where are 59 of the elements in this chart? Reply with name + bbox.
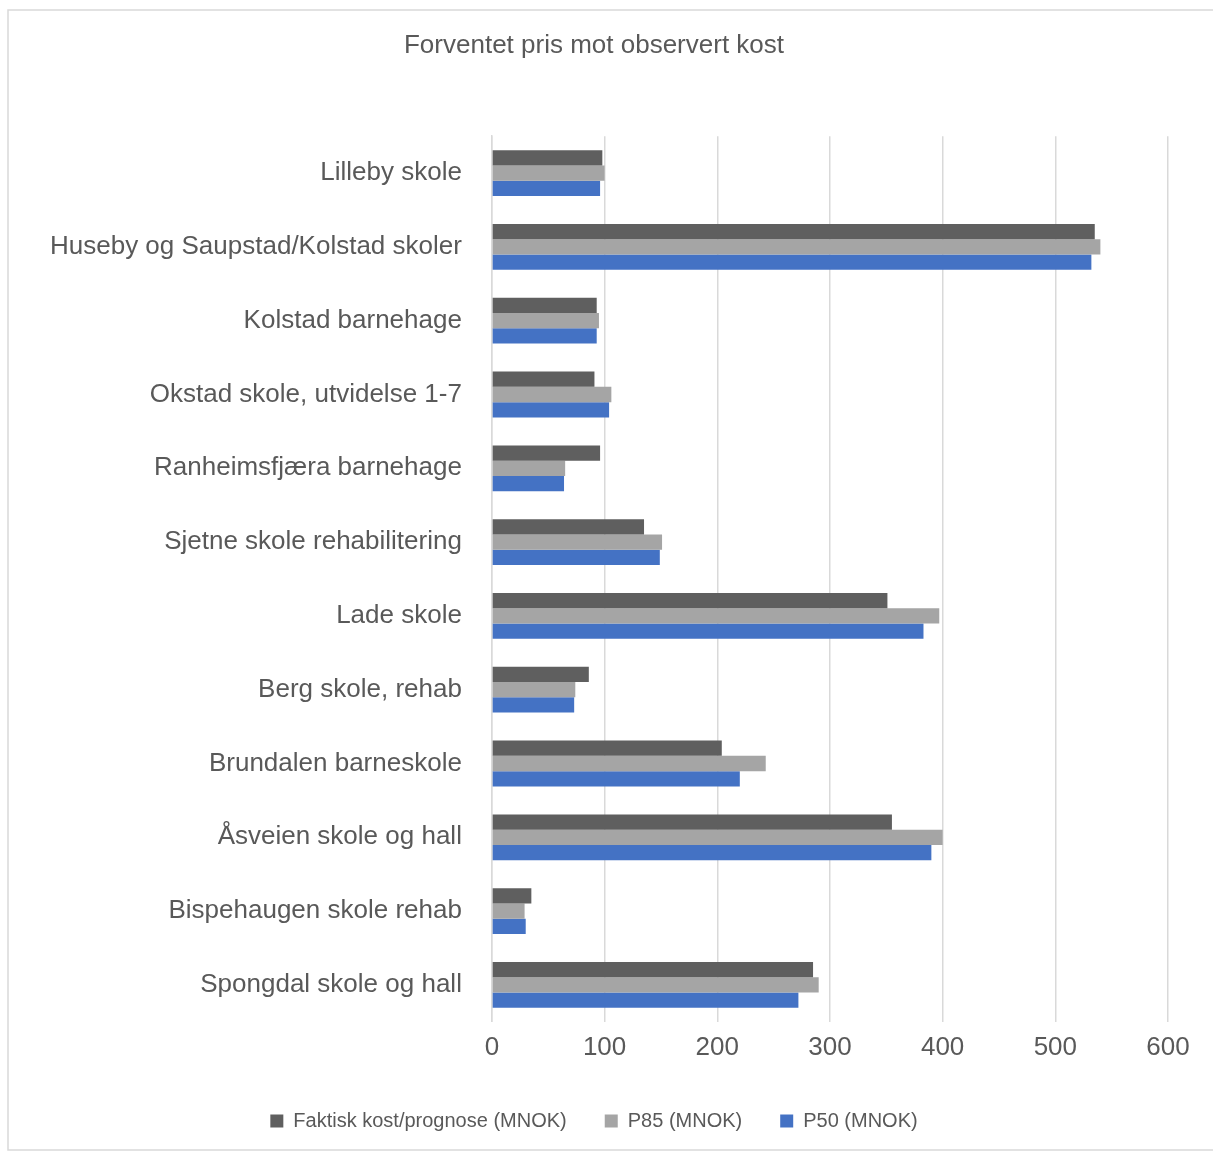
bar [492, 402, 610, 418]
bar [492, 519, 645, 535]
bar [492, 771, 740, 787]
bar [492, 445, 601, 461]
bar [492, 666, 589, 683]
bar [492, 755, 766, 772]
bar [492, 165, 605, 181]
bar [492, 328, 597, 344]
y-tick-label: Kolstad barnehage [243, 303, 462, 334]
bar [492, 150, 603, 166]
x-tick-label: 500 [1033, 1030, 1078, 1061]
legend-label: Faktisk kost/prognose (MNOK) [293, 1108, 567, 1131]
bar [492, 313, 599, 329]
y-tick-label: Åsveien skole og hall [217, 820, 462, 851]
y-tick-label: Spongdal skole og hall [200, 968, 462, 999]
bar [492, 962, 814, 978]
y-tick-label: Sjetne skole rehabilitering [164, 525, 462, 556]
bar [492, 534, 663, 550]
bar [492, 549, 660, 565]
x-tick-label: 200 [695, 1030, 739, 1061]
bar [492, 623, 924, 639]
legend-label: P50 (MNOK) [803, 1108, 918, 1131]
bar [492, 740, 722, 756]
x-tick-label: 300 [808, 1030, 852, 1061]
legend-label: P85 (MNOK) [627, 1108, 743, 1131]
bar [492, 386, 612, 403]
bar [492, 297, 597, 314]
y-tick-label: Bispehaugen skole rehab [168, 894, 462, 925]
y-tick-label: Berg skole, rehab [258, 672, 462, 703]
bar [492, 608, 940, 624]
x-tick-label: 600 [1146, 1030, 1190, 1061]
bar [492, 844, 932, 861]
bar [492, 371, 595, 387]
bar [492, 593, 888, 609]
bar [492, 460, 566, 476]
x-tick-label: 400 [920, 1030, 965, 1061]
bar [492, 697, 575, 713]
chart-title: Forventet pris mot observert kost [403, 28, 785, 59]
y-tick-label: Ranheimsfjæra barnehage [154, 451, 462, 482]
y-tick-label: Okstad skole, utvidelse 1-7 [149, 377, 462, 408]
y-tick-label: Lilleby skole [320, 156, 462, 187]
bar [492, 918, 526, 934]
bar [492, 888, 532, 904]
bar [492, 475, 565, 492]
x-tick-label: 100 [582, 1030, 627, 1061]
bar [492, 992, 799, 1008]
bar [492, 814, 892, 830]
bar [492, 682, 576, 698]
y-tick-label: Huseby og Saupstad/Kolstad skoler [49, 230, 463, 261]
y-tick-label: Brundalen barneskole [208, 746, 462, 777]
bar [492, 224, 1095, 240]
bar [492, 254, 1092, 270]
bar [492, 180, 601, 196]
bar [492, 829, 943, 845]
x-tick-label: 0 [484, 1030, 500, 1061]
bar [492, 239, 1101, 255]
bar [492, 977, 819, 993]
y-tick-label: Lade skole [336, 599, 462, 630]
bar [492, 903, 525, 919]
